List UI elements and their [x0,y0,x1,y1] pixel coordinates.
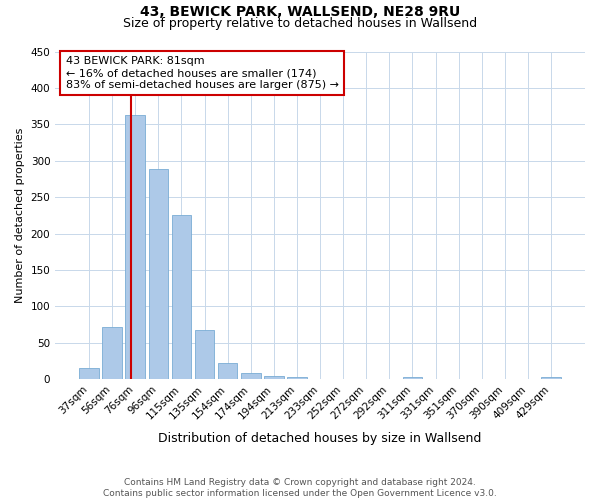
Bar [287,377,307,379]
Bar [195,330,214,379]
Text: 43, BEWICK PARK, WALLSEND, NE28 9RU: 43, BEWICK PARK, WALLSEND, NE28 9RU [140,5,460,19]
X-axis label: Distribution of detached houses by size in Wallsend: Distribution of detached houses by size … [158,432,482,445]
Text: 43 BEWICK PARK: 81sqm
← 16% of detached houses are smaller (174)
83% of semi-det: 43 BEWICK PARK: 81sqm ← 16% of detached … [66,56,339,90]
Text: Size of property relative to detached houses in Wallsend: Size of property relative to detached ho… [123,18,477,30]
Bar [125,115,145,379]
Bar [403,377,422,379]
Bar [103,326,122,379]
Bar [264,376,284,379]
Bar [541,377,561,379]
Bar [241,374,260,379]
Text: Contains HM Land Registry data © Crown copyright and database right 2024.
Contai: Contains HM Land Registry data © Crown c… [103,478,497,498]
Bar [172,216,191,379]
Bar [149,170,168,379]
Bar [79,368,99,379]
Bar [218,363,238,379]
Y-axis label: Number of detached properties: Number of detached properties [15,128,25,303]
